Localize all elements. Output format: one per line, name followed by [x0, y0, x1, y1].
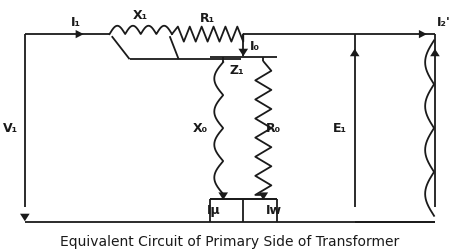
- Text: R₀: R₀: [266, 121, 281, 135]
- Polygon shape: [76, 30, 84, 38]
- Polygon shape: [218, 193, 228, 200]
- Text: I₁: I₁: [71, 16, 81, 29]
- Polygon shape: [20, 214, 30, 221]
- Text: E₁: E₁: [333, 121, 347, 135]
- Text: V₁: V₁: [3, 121, 18, 135]
- Text: R₁: R₁: [200, 12, 215, 25]
- Polygon shape: [350, 49, 359, 56]
- Text: Iμ: Iμ: [207, 204, 221, 217]
- Polygon shape: [238, 49, 248, 56]
- Text: X₀: X₀: [192, 121, 207, 135]
- Text: X₁: X₁: [133, 9, 148, 22]
- Text: Z₁: Z₁: [229, 64, 244, 77]
- Polygon shape: [419, 30, 427, 38]
- Text: I₀: I₀: [250, 40, 260, 53]
- Polygon shape: [430, 49, 440, 56]
- Text: Equivalent Circuit of Primary Side of Transformer: Equivalent Circuit of Primary Side of Tr…: [60, 235, 399, 249]
- Polygon shape: [258, 193, 268, 200]
- Text: Iᴡ: Iᴡ: [266, 204, 282, 217]
- Text: I₂': I₂': [437, 16, 451, 29]
